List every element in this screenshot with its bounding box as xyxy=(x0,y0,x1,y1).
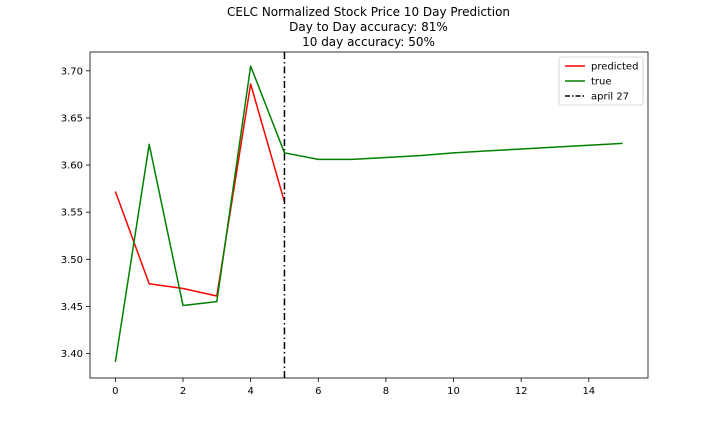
x-tick-label: 6 xyxy=(315,386,321,397)
y-tick-label: 3.40 xyxy=(61,349,83,360)
x-tick-label: 10 xyxy=(447,386,460,397)
y-tick-label: 3.60 xyxy=(61,161,83,172)
legend: predicted true april 27 xyxy=(558,56,644,106)
axes-frame xyxy=(89,51,649,379)
axes: 0 2 4 6 8 10 12 14 3.40 3.45 3.50 3.55 3.60 3.65 3.70 xyxy=(61,51,649,397)
x-tick-label: 12 xyxy=(515,386,528,397)
chart-title-line-3: 10 day accuracy: 50% xyxy=(302,35,435,49)
y-tick-label: 3.65 xyxy=(61,113,83,124)
legend-label-true: true xyxy=(591,77,612,88)
x-tick-label: 2 xyxy=(180,386,186,397)
chart-title-line-1: CELC Normalized Stock Price 10 Day Predi… xyxy=(227,5,510,19)
series-line-predicted xyxy=(114,83,286,297)
legend-box xyxy=(558,56,644,106)
x-tick-label: 4 xyxy=(247,386,253,397)
y-tick-label: 3.50 xyxy=(61,255,83,266)
y-tick-label: 3.70 xyxy=(61,66,83,77)
legend-label-april-27: april 27 xyxy=(591,92,629,103)
x-tick-label: 0 xyxy=(112,386,118,397)
y-tick-label: 3.55 xyxy=(61,208,83,219)
chart-title: CELC Normalized Stock Price 10 Day Predi… xyxy=(227,5,510,49)
plot-area xyxy=(114,52,623,378)
y-tick-label: 3.45 xyxy=(61,302,83,313)
chart-title-line-2: Day to Day accuracy: 81% xyxy=(289,20,448,34)
x-tick-label: 14 xyxy=(582,386,595,397)
series-line-true xyxy=(114,65,623,363)
legend-label-predicted: predicted xyxy=(591,62,638,73)
x-tick-label: 8 xyxy=(383,386,389,397)
